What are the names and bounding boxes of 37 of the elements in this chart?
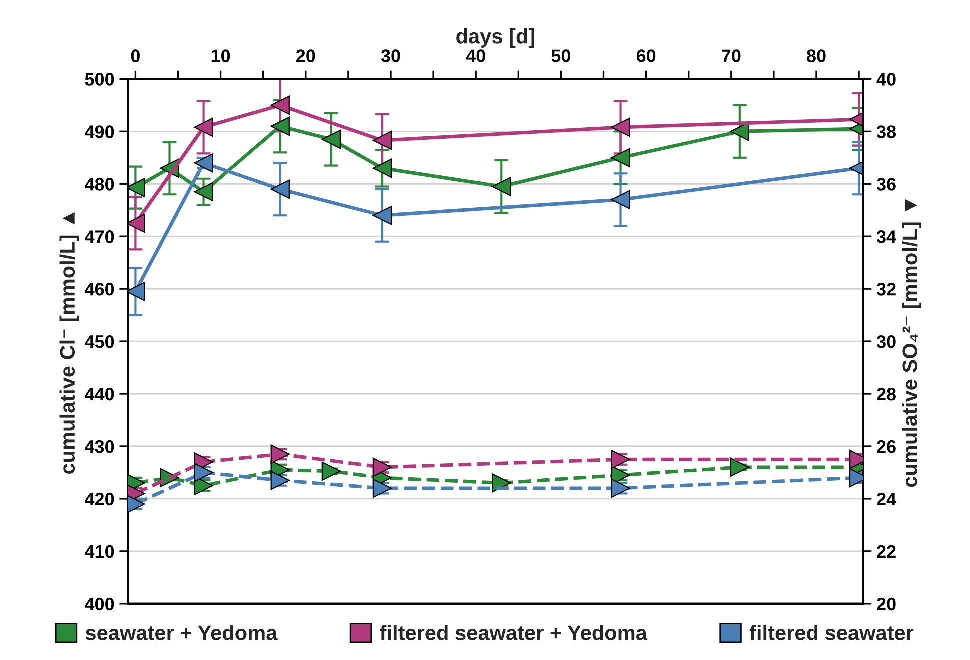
y2-tick-label: 26 bbox=[877, 440, 896, 454]
y2-tick-label: 20 bbox=[877, 598, 896, 611]
legend-label: filtered seawater bbox=[750, 625, 914, 640]
y-tick-label: 500 bbox=[85, 73, 114, 86]
y-tick-label: 420 bbox=[84, 492, 114, 506]
y2-tick-label: 22 bbox=[877, 545, 896, 558]
y2-tick-label: 32 bbox=[876, 283, 896, 296]
y2-tick-label: 24 bbox=[877, 492, 896, 506]
x-tick-label: 10 bbox=[212, 50, 230, 62]
x-tick-label: 80 bbox=[807, 50, 826, 62]
y-tick-label: 480 bbox=[84, 178, 114, 191]
y2-tick-label: 36 bbox=[876, 178, 896, 191]
y-tick-label: 430 bbox=[84, 440, 114, 454]
y2-tick-label: 30 bbox=[876, 335, 896, 348]
legend-label: filtered seawater + Yedoma bbox=[380, 625, 648, 640]
y2-tick-label: 34 bbox=[876, 230, 896, 244]
y-axis-title: cumulative Cl⁻ [mmol/L] ▲ bbox=[60, 212, 80, 474]
x-tick-label: 60 bbox=[636, 50, 656, 62]
x-tick-label: 70 bbox=[722, 50, 741, 62]
y-tick-label: 460 bbox=[84, 283, 114, 296]
y-tick-label: 410 bbox=[84, 545, 114, 558]
x-tick-label: 20 bbox=[296, 50, 316, 62]
y-tick-label: 400 bbox=[84, 598, 114, 611]
y2-tick-label: 28 bbox=[877, 388, 896, 401]
legend-label: seawater + Yedoma bbox=[86, 625, 278, 640]
y2-tick-label: 38 bbox=[876, 126, 896, 138]
y-tick-label: 440 bbox=[84, 388, 114, 401]
y-tick-label: 490 bbox=[84, 126, 114, 138]
y2-tick-label: 40 bbox=[876, 73, 896, 86]
x-tick-label: 40 bbox=[466, 50, 486, 62]
x-tick-label: 30 bbox=[381, 50, 400, 62]
y2-axis-title: cumulative SO₄²⁻ [mmol/L] ▼ bbox=[902, 199, 922, 488]
x-axis-title: days [d] bbox=[456, 28, 534, 48]
y-tick-label: 470 bbox=[84, 230, 114, 244]
x-tick-label: 0 bbox=[131, 50, 140, 62]
x-tick-label: 50 bbox=[552, 50, 570, 62]
y-tick-label: 450 bbox=[84, 335, 114, 348]
